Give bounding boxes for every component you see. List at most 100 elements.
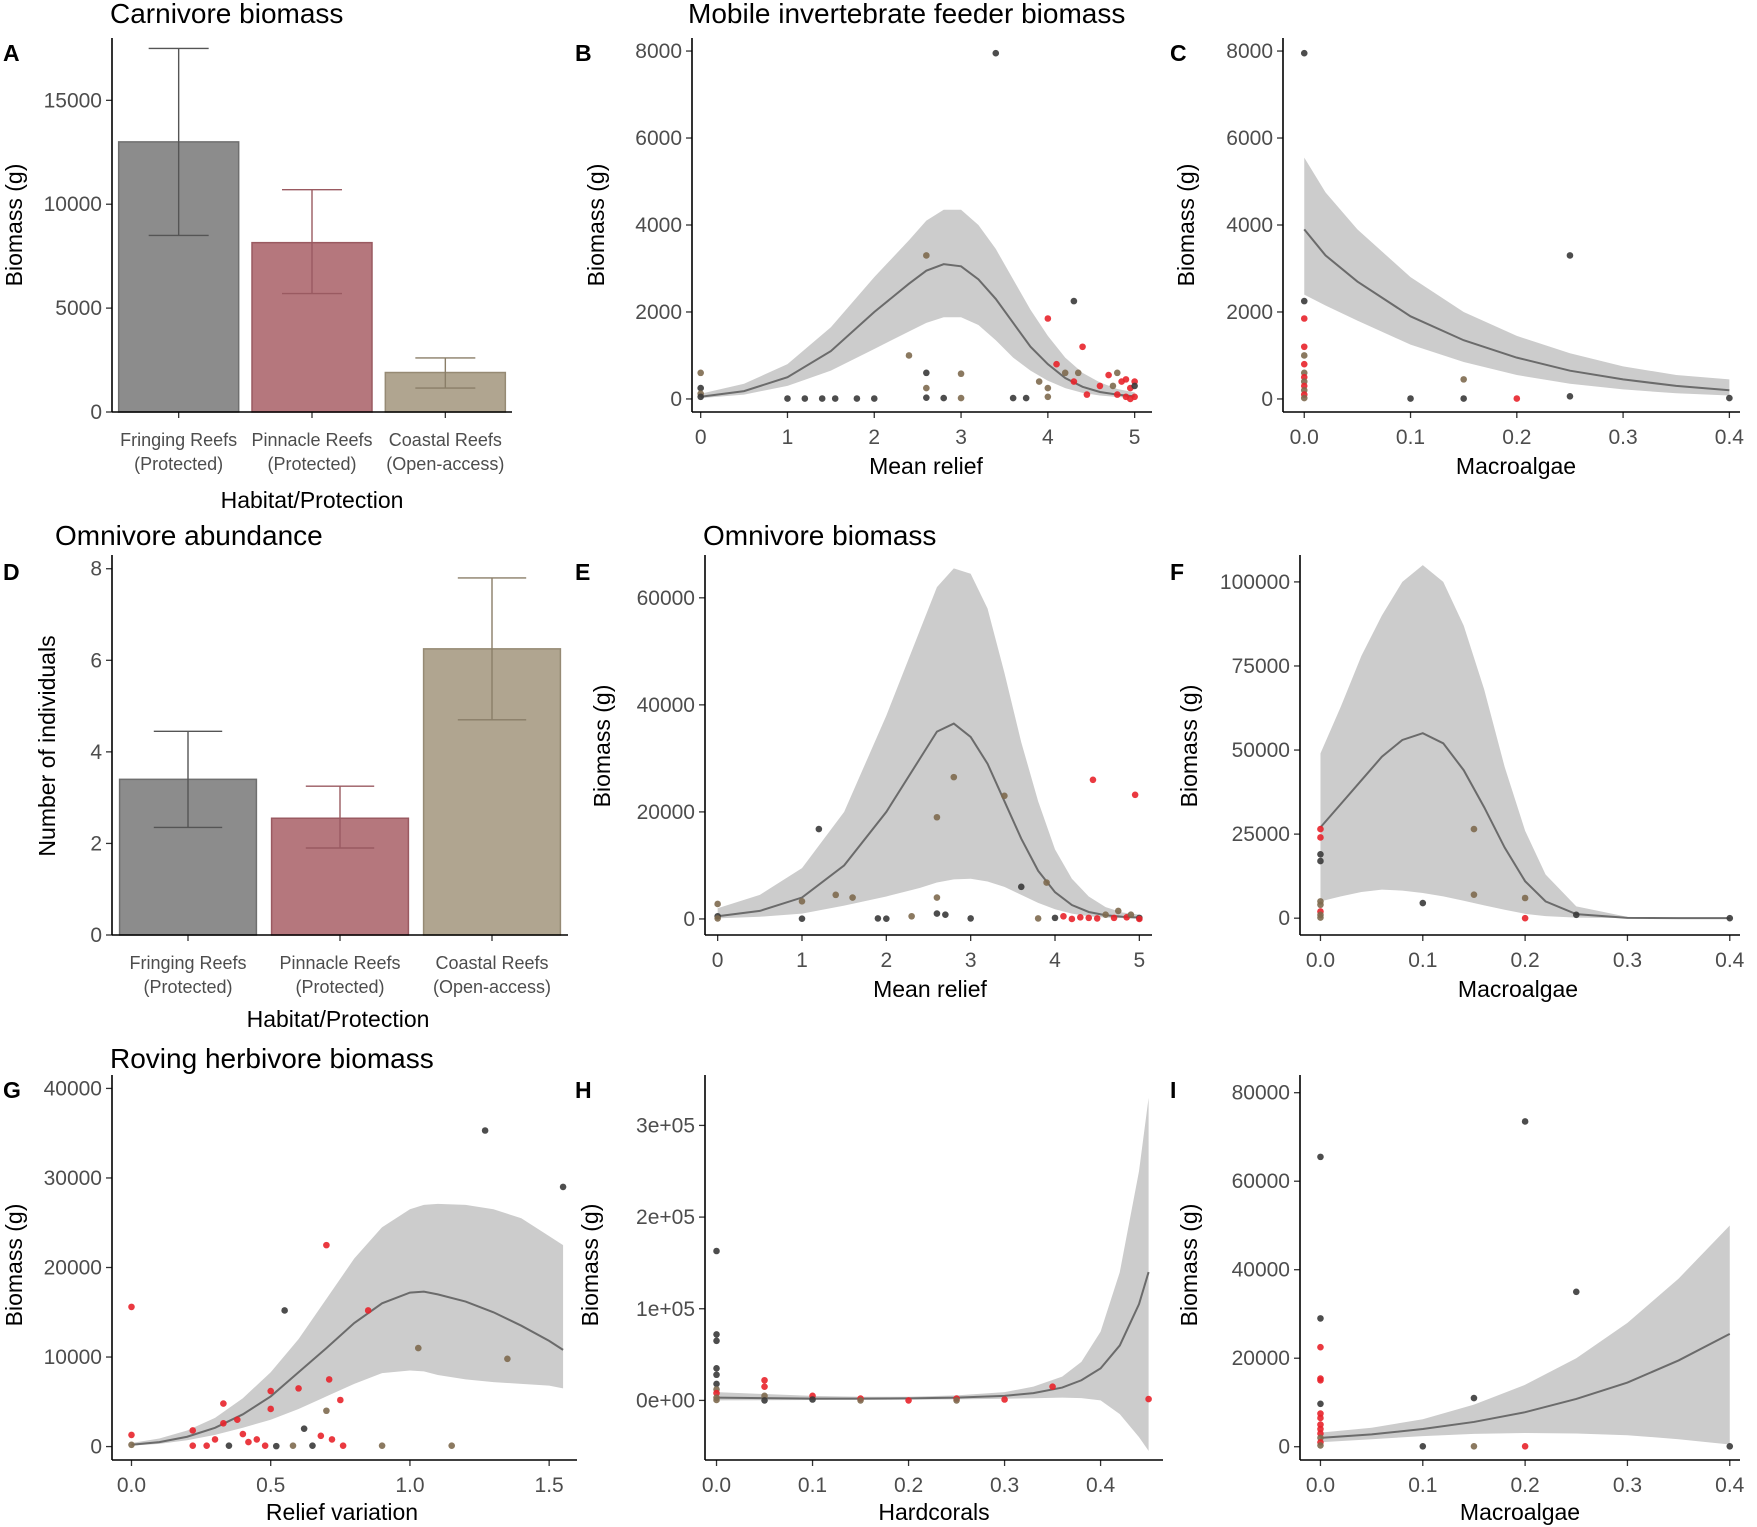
panel-letter: B bbox=[575, 40, 592, 66]
data-point bbox=[448, 1442, 456, 1449]
data-point bbox=[1044, 315, 1052, 322]
data-point bbox=[1102, 911, 1109, 918]
data-point bbox=[1726, 1442, 1734, 1450]
y-tick-label: 6 bbox=[90, 649, 102, 672]
data-point bbox=[761, 1376, 768, 1384]
data-point bbox=[1317, 1343, 1324, 1351]
data-point bbox=[713, 1371, 720, 1379]
data-point bbox=[211, 1436, 219, 1443]
y-tick-label: 8000 bbox=[1226, 40, 1273, 63]
data-point bbox=[1051, 914, 1059, 922]
y-tick-label: 10000 bbox=[44, 193, 102, 216]
data-point bbox=[1083, 391, 1091, 398]
x-tick-label: 2 bbox=[868, 426, 880, 449]
data-point bbox=[1114, 907, 1122, 915]
data-point bbox=[245, 1438, 252, 1446]
fit-line bbox=[717, 722, 1140, 919]
x-tick-label: 0.0 bbox=[1306, 949, 1335, 972]
data-point bbox=[950, 773, 958, 781]
data-point bbox=[203, 1442, 210, 1449]
data-point bbox=[713, 1396, 720, 1404]
data-point bbox=[953, 1397, 960, 1404]
data-point bbox=[992, 49, 1000, 57]
x-axis-label: Macroalgae bbox=[1456, 453, 1576, 479]
data-point bbox=[1300, 49, 1308, 57]
data-point bbox=[798, 915, 806, 922]
panel-title: Omnivore abundance bbox=[55, 520, 323, 551]
data-point bbox=[713, 1331, 720, 1338]
data-point bbox=[1572, 1288, 1580, 1296]
data-point bbox=[942, 911, 949, 918]
data-point bbox=[798, 897, 806, 905]
x-axis-label: Mean relief bbox=[869, 453, 983, 479]
x-tick-label: Fringing Reefs bbox=[120, 430, 237, 450]
data-point bbox=[923, 369, 930, 377]
data-point bbox=[1726, 914, 1734, 922]
x-tick-label: 3 bbox=[955, 426, 967, 449]
data-point bbox=[1460, 376, 1467, 383]
panel-letter: A bbox=[3, 40, 20, 66]
data-point bbox=[1407, 395, 1414, 402]
data-point bbox=[504, 1355, 511, 1363]
data-point bbox=[225, 1442, 233, 1449]
data-point bbox=[300, 1425, 308, 1432]
data-point bbox=[1061, 369, 1069, 377]
x-axis-label: Macroalgae bbox=[1458, 976, 1578, 1002]
confidence-ribbon bbox=[131, 1203, 564, 1446]
fit-line bbox=[700, 263, 1135, 398]
x-tick-label: 0.2 bbox=[1511, 949, 1540, 972]
y-tick-label: 0 bbox=[90, 924, 102, 947]
data-point bbox=[1521, 1442, 1529, 1450]
x-tick-label: 4 bbox=[1042, 426, 1054, 449]
y-tick-label: 0 bbox=[90, 401, 102, 424]
data-point bbox=[378, 1442, 386, 1449]
y-tick-label: 30000 bbox=[44, 1167, 102, 1190]
y-tick-label: 20000 bbox=[44, 1257, 102, 1280]
data-point bbox=[697, 369, 704, 377]
data-point bbox=[1113, 391, 1121, 398]
data-point bbox=[364, 1307, 372, 1314]
data-point bbox=[1127, 911, 1135, 918]
x-tick-label: 0.0 bbox=[117, 1474, 146, 1497]
data-point bbox=[1317, 1377, 1324, 1384]
x-tick-label: 0.2 bbox=[894, 1474, 923, 1497]
data-point bbox=[857, 1397, 864, 1404]
data-point bbox=[289, 1442, 297, 1449]
data-point bbox=[128, 1441, 135, 1449]
data-point bbox=[714, 900, 721, 908]
x-tick-label: (Protected) bbox=[143, 977, 232, 997]
x-tick-label: 0 bbox=[712, 949, 724, 972]
x-tick-label: 4 bbox=[1049, 949, 1061, 972]
data-point bbox=[1521, 894, 1529, 902]
x-axis-label: Macroalgae bbox=[1460, 1499, 1580, 1525]
x-tick-label: 0.1 bbox=[1408, 949, 1437, 972]
y-tick-label: 80000 bbox=[1232, 1082, 1290, 1105]
data-point bbox=[832, 891, 840, 899]
y-tick-label: 20000 bbox=[1232, 1347, 1290, 1370]
panel-letter: C bbox=[1170, 40, 1187, 66]
data-point bbox=[220, 1419, 227, 1427]
panel-letter: H bbox=[575, 1077, 592, 1103]
data-point bbox=[714, 915, 721, 922]
data-point bbox=[761, 1392, 768, 1400]
data-point bbox=[957, 394, 965, 402]
data-point bbox=[1317, 857, 1324, 865]
panel-title: Roving herbivore biomass bbox=[110, 1043, 434, 1074]
data-point bbox=[281, 1307, 288, 1314]
fit-line bbox=[716, 1271, 1150, 1400]
data-point bbox=[1049, 1383, 1056, 1390]
data-point bbox=[815, 825, 823, 833]
fit-line bbox=[1320, 1332, 1731, 1439]
y-tick-label: 2e+05 bbox=[636, 1206, 695, 1229]
data-point bbox=[923, 252, 930, 259]
data-point bbox=[1001, 792, 1008, 800]
data-point bbox=[1317, 825, 1324, 833]
x-tick-label: 0.4 bbox=[1715, 1474, 1745, 1497]
data-point bbox=[761, 1383, 768, 1390]
x-tick-label: 0.1 bbox=[798, 1474, 827, 1497]
data-point bbox=[414, 1344, 422, 1352]
data-point bbox=[761, 1397, 768, 1404]
x-tick-label: (Open-access) bbox=[386, 454, 504, 474]
confidence-ribbon bbox=[1320, 565, 1730, 919]
y-tick-label: 2000 bbox=[1226, 301, 1273, 324]
